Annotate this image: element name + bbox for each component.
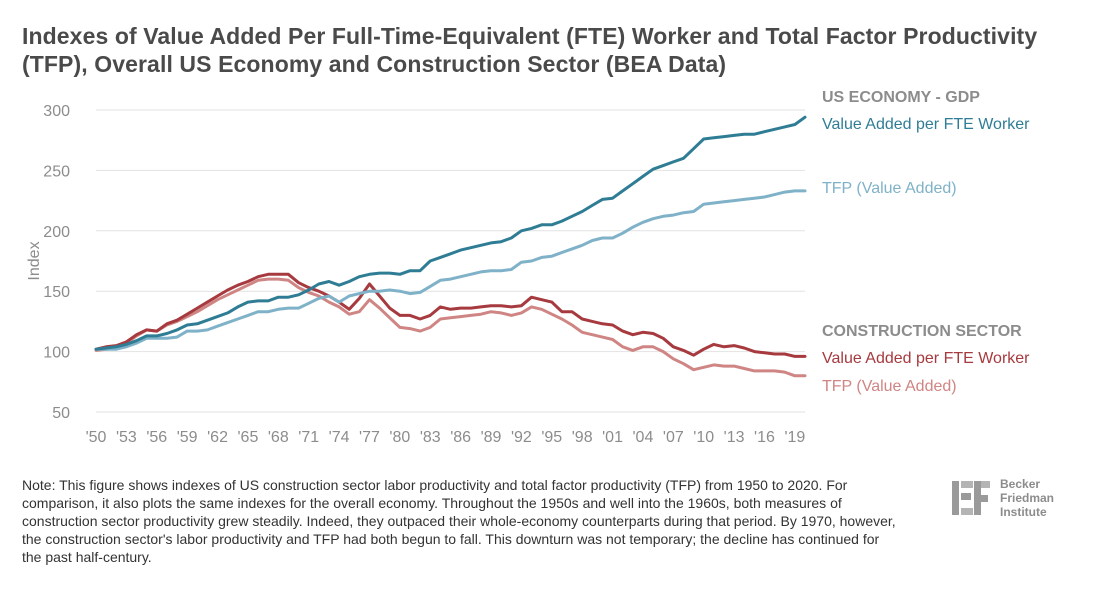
legend: US ECONOMY - GDP Value Added per FTE Work… (822, 89, 1030, 395)
x-tick-label: '92 (511, 429, 532, 446)
us-value-added-line (94, 115, 807, 351)
becker-friedman-logo: Becker Friedman Institute (950, 477, 1080, 521)
figure-note: Note: This figure shows indexes of US co… (22, 477, 896, 565)
us-tfp-line (94, 189, 807, 351)
logo-text-line-2: Friedman (1000, 491, 1055, 505)
x-tick-label: '71 (298, 429, 319, 446)
x-axis-ticks: '50 '53 '56 '59 '62 '65 '68 '71 '74 '77 '80 '83 '86 '… (86, 429, 806, 446)
x-tick-label: '80 (389, 429, 410, 446)
legend-item: Value Added per FTE Worker (822, 116, 1030, 133)
bfi-logo-mark (952, 481, 990, 515)
x-tick-label: '65 (237, 429, 258, 446)
y-tick-label: 50 (52, 405, 70, 422)
x-tick-label: '01 (602, 429, 623, 446)
x-tick-label: '13 (724, 429, 745, 446)
y-tick-label: 150 (43, 284, 70, 301)
logo-text-line-1: Becker (1000, 477, 1041, 491)
legend-item: Value Added per FTE Worker (822, 350, 1030, 367)
x-tick-label: '62 (207, 429, 228, 446)
y-axis-ticks: 50 100 150 200 250 300 (43, 103, 70, 422)
x-tick-label: '56 (146, 429, 167, 446)
legend-group-heading: US ECONOMY - GDP (822, 89, 980, 106)
x-tick-label: '50 (86, 429, 107, 446)
x-tick-label: '77 (359, 429, 380, 446)
y-axis-label: Index (26, 241, 43, 280)
logo-text-line-3: Institute (1000, 505, 1047, 519)
x-tick-label: '74 (329, 429, 350, 446)
x-tick-label: '86 (450, 429, 471, 446)
x-tick-label: '83 (420, 429, 441, 446)
x-tick-label: '07 (663, 429, 684, 446)
x-tick-label: '53 (116, 429, 137, 446)
gridlines (96, 109, 805, 413)
x-tick-label: '19 (784, 429, 805, 446)
x-tick-label: '89 (481, 429, 502, 446)
legend-item: TFP (Value Added) (822, 378, 957, 395)
x-tick-label: '98 (572, 429, 593, 446)
series-lines (94, 115, 807, 378)
x-tick-label: '59 (177, 429, 198, 446)
x-tick-label: '68 (268, 429, 289, 446)
x-tick-label: '16 (754, 429, 775, 446)
x-tick-label: '04 (633, 429, 654, 446)
chart-title: Indexes of Value Added Per Full-Time-Equ… (22, 23, 1038, 77)
legend-group-heading: CONSTRUCTION SECTOR (822, 323, 1022, 340)
y-tick-label: 200 (43, 224, 70, 241)
construction-tfp-line (94, 277, 807, 378)
x-tick-label: '10 (693, 429, 714, 446)
y-tick-label: 300 (43, 103, 70, 120)
legend-item: TFP (Value Added) (822, 180, 957, 197)
y-tick-label: 250 (43, 163, 70, 180)
y-tick-label: 100 (43, 345, 70, 362)
construction-value-added-line (94, 272, 807, 358)
x-tick-label: '95 (541, 429, 562, 446)
